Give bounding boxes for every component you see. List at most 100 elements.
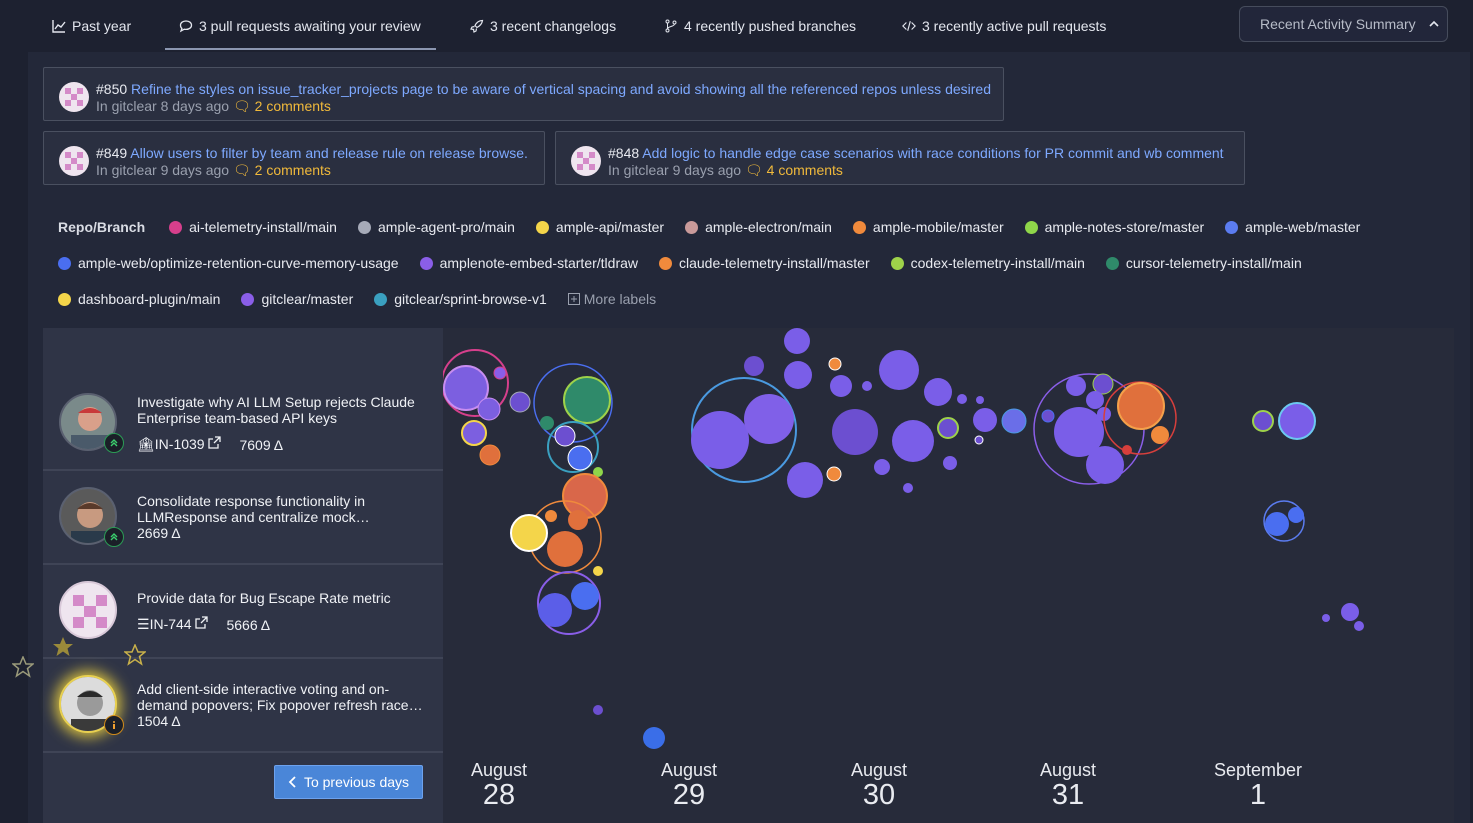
bubble[interactable] xyxy=(1103,381,1177,455)
pr-title-link[interactable]: Refine the styles on issue_tracker_proje… xyxy=(131,81,991,97)
bubble[interactable] xyxy=(1278,402,1316,440)
repo-label[interactable]: codex-telemetry-install/main xyxy=(890,255,1085,271)
bubble[interactable] xyxy=(563,376,611,424)
bubble[interactable] xyxy=(593,467,603,477)
bubble[interactable] xyxy=(1252,410,1274,432)
ticket-link[interactable]: 🏦︎IN-1039 xyxy=(137,436,222,453)
pull-request-card[interactable]: #848 Add logic to handle edge case scena… xyxy=(555,131,1245,185)
bubble[interactable] xyxy=(509,391,531,413)
bubble[interactable] xyxy=(571,582,599,610)
bubble[interactable] xyxy=(744,356,764,376)
list-item[interactable]: Consolidate response functionality in LL… xyxy=(43,471,443,565)
bubble[interactable] xyxy=(1265,512,1289,536)
repo-label[interactable]: claude-telemetry-install/master xyxy=(659,255,870,271)
bubble[interactable] xyxy=(828,357,842,371)
recent-activity-summary-dropdown[interactable]: Recent Activity Summary xyxy=(1239,6,1448,42)
bubble[interactable] xyxy=(562,473,608,519)
bubble[interactable] xyxy=(787,462,823,498)
bubble[interactable] xyxy=(554,425,576,447)
bubble[interactable] xyxy=(879,350,919,390)
bubble[interactable] xyxy=(691,377,797,483)
comments-link[interactable]: 🗨︎ 2 comments xyxy=(232,98,331,114)
bubble[interactable] xyxy=(568,510,588,530)
bubble[interactable] xyxy=(826,466,842,482)
repo-label[interactable]: ample-notes-store/master xyxy=(1024,219,1204,235)
bubble[interactable] xyxy=(784,361,812,389)
bubble[interactable] xyxy=(943,456,957,470)
bubble[interactable] xyxy=(744,394,794,444)
bubble[interactable] xyxy=(477,397,501,421)
tab-active-pull-requests[interactable]: 3 recently active pull requests xyxy=(902,0,1106,52)
bubble[interactable] xyxy=(924,378,952,406)
bubble[interactable] xyxy=(540,416,554,430)
bubble[interactable] xyxy=(976,396,984,404)
bubble[interactable] xyxy=(545,510,557,522)
pr-title-link[interactable]: Add logic to handle edge case scenarios … xyxy=(642,145,1224,161)
bubble[interactable] xyxy=(643,727,665,749)
repo-label[interactable]: ai-telemetry-install/main xyxy=(169,219,337,235)
tab-pushed-branches[interactable]: 4 recently pushed branches xyxy=(664,0,856,52)
comments-link[interactable]: 🗨︎ 4 comments xyxy=(744,162,843,178)
repo-label[interactable]: gitclear/master xyxy=(241,291,353,307)
list-item[interactable]: Provide data for Bug Escape Rate metric … xyxy=(43,565,443,659)
bubble[interactable] xyxy=(537,571,601,635)
repo-label[interactable]: ample-agent-pro/main xyxy=(357,219,515,235)
pr-title-link[interactable]: Allow users to filter by team and releas… xyxy=(130,145,528,161)
bubble[interactable] xyxy=(1354,621,1364,631)
tab-past-year[interactable]: Past year xyxy=(52,0,131,52)
repo-label[interactable]: cursor-telemetry-install/main xyxy=(1105,255,1302,271)
repo-label[interactable]: ample-electron/main xyxy=(685,219,832,235)
previous-days-button[interactable]: To previous days xyxy=(274,765,423,799)
bubble[interactable] xyxy=(1122,445,1132,455)
bubble[interactable] xyxy=(903,483,913,493)
repo-label[interactable]: ample-api/master xyxy=(535,219,664,235)
list-item[interactable]: Investigate why AI LLM Setup rejects Cla… xyxy=(43,375,443,471)
tab-changelogs[interactable]: 3 recent changelogs xyxy=(470,0,616,52)
bubble[interactable] xyxy=(892,420,934,462)
bubble[interactable] xyxy=(1086,446,1124,484)
bubble[interactable] xyxy=(479,444,501,466)
list-item[interactable]: Add client-side interactive voting and o… xyxy=(43,659,443,753)
bubble[interactable] xyxy=(1092,373,1114,395)
tab-pull-requests-review[interactable]: 3 pull requests awaiting your review xyxy=(179,0,421,52)
bubble[interactable] xyxy=(1041,409,1055,423)
bubble[interactable] xyxy=(957,394,967,404)
bubble[interactable] xyxy=(1066,376,1086,396)
bubble[interactable] xyxy=(1001,408,1027,434)
repo-label[interactable]: amplenote-embed-starter/tldraw xyxy=(419,255,638,271)
repo-label[interactable]: ample-mobile/master xyxy=(852,219,1004,235)
bubble[interactable] xyxy=(593,566,603,576)
pull-request-card[interactable]: #850 Refine the styles on issue_tracker_… xyxy=(43,67,1004,121)
bubble[interactable] xyxy=(874,459,890,475)
bubble[interactable] xyxy=(1263,500,1305,542)
bubble[interactable] xyxy=(830,375,852,397)
repo-label[interactable]: ample-web/optimize-retention-curve-memor… xyxy=(58,255,399,271)
repo-label[interactable]: dashboard-plugin/main xyxy=(58,291,220,307)
ticket-link[interactable]: ☰︎IN-744 xyxy=(137,616,209,633)
bubble[interactable] xyxy=(1117,382,1165,430)
bubble[interactable] xyxy=(593,705,603,715)
bubble[interactable] xyxy=(691,411,749,469)
bubble[interactable] xyxy=(1341,603,1359,621)
pull-request-card[interactable]: #849 Allow users to filter by team and r… xyxy=(43,131,545,185)
bubble[interactable] xyxy=(443,365,489,411)
bubble[interactable] xyxy=(974,435,984,445)
bubble[interactable] xyxy=(973,408,997,432)
bubble[interactable] xyxy=(1151,426,1169,444)
bubble[interactable] xyxy=(547,531,583,567)
bubble[interactable] xyxy=(832,409,878,455)
bubble[interactable] xyxy=(862,381,872,391)
bubble[interactable] xyxy=(1288,507,1304,523)
bubble[interactable] xyxy=(1054,407,1104,457)
comments-link[interactable]: 🗨︎ 2 comments xyxy=(232,162,331,178)
bubble[interactable] xyxy=(937,417,959,439)
bubble[interactable] xyxy=(538,593,572,627)
bubble[interactable] xyxy=(567,445,593,471)
repo-label[interactable]: ample-web/master xyxy=(1225,219,1360,235)
bubble[interactable] xyxy=(784,328,810,354)
bubble[interactable] xyxy=(493,366,507,380)
repo-label[interactable]: gitclear/sprint-browse-v1 xyxy=(374,291,547,307)
more-labels-button[interactable]: More labels xyxy=(567,291,656,307)
bubble[interactable] xyxy=(1322,614,1330,622)
bubble[interactable] xyxy=(547,421,599,473)
